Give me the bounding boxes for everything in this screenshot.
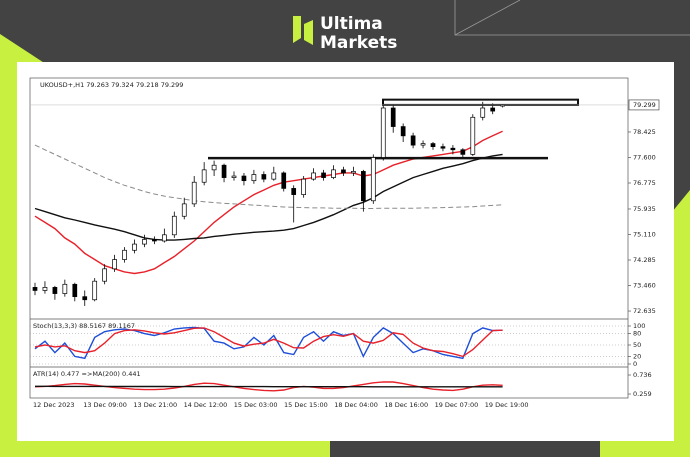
- candle-body: [221, 164, 227, 178]
- candle-body: [231, 175, 237, 178]
- candle-body: [370, 157, 376, 202]
- candle-body: [361, 171, 366, 202]
- candle-body: [171, 215, 177, 236]
- y-tick-label: 78.425: [633, 128, 656, 136]
- y-tick-label: 0.736: [633, 371, 652, 379]
- logo-icon: [293, 16, 301, 43]
- candle-body: [311, 172, 316, 180]
- y-tick-label: 75.935: [633, 205, 656, 213]
- y-tick-label: 0.259: [633, 390, 652, 398]
- candle-body: [181, 203, 187, 217]
- candle-body: [72, 283, 78, 298]
- candle-body: [62, 283, 68, 294]
- candle-body: [191, 181, 197, 205]
- last-price-box: [628, 99, 660, 111]
- candle-body: [460, 149, 466, 155]
- candle-body: [211, 164, 217, 171]
- candle-body: [291, 188, 297, 195]
- candle-body: [52, 287, 58, 294]
- x-tick-label: 19 Dec 07:00: [435, 401, 479, 409]
- candle-body: [480, 107, 486, 118]
- candle-body: [490, 107, 496, 112]
- plot: 78.425 77.600 76.775 75.935 75.110 74.285 73.4…: [30, 98, 660, 409]
- candle-body: [201, 169, 207, 183]
- candle-body: [331, 169, 336, 178]
- last-price-label: 79.299: [633, 101, 656, 109]
- indicator-line: [34, 327, 503, 358]
- candle-body: [162, 234, 167, 242]
- atr-header: ATR(14) 0.477 =>MA(200) 0.441: [33, 370, 141, 378]
- candle-body: [380, 107, 386, 158]
- y-tick-label: 74.285: [633, 256, 656, 264]
- brand-text: Markets: [320, 33, 397, 53]
- candle-body: [132, 243, 137, 251]
- y-tick-label: 50: [633, 341, 641, 349]
- candle-body: [261, 174, 267, 180]
- stoch-header: Stoch(13,3,3) 88.5167 89.1167: [33, 322, 135, 330]
- candle-body: [420, 143, 426, 146]
- candle-body: [440, 146, 446, 149]
- candle-body: [92, 280, 98, 301]
- candle-body: [122, 249, 127, 260]
- logo: Ultima Markets: [293, 14, 397, 53]
- symbol-header: UKOUSD+,H1 79.263 79.324 79.218 79.299: [40, 81, 183, 89]
- candle-body: [241, 175, 247, 182]
- candle-body: [390, 107, 396, 127]
- candle-body: [42, 287, 48, 291]
- y-tick-label: 77.600: [633, 153, 656, 161]
- moving-average: [34, 144, 503, 209]
- y-tick-label: 100: [633, 322, 645, 330]
- x-tick-label: 19 Dec 19:00: [485, 401, 529, 409]
- candle-body: [430, 143, 436, 148]
- moving-average: [34, 153, 503, 241]
- x-tick-label: 15 Dec 03:00: [234, 401, 278, 409]
- candle-body: [32, 287, 38, 291]
- candle-body: [450, 147, 456, 151]
- chart-frame: [29, 77, 629, 399]
- deco-line: [454, 0, 521, 36]
- x-tick-label: 13 Dec 09:00: [83, 401, 127, 409]
- candle-body: [470, 116, 476, 155]
- candle-body: [271, 172, 277, 180]
- y-tick-label: 75.110: [633, 230, 656, 238]
- y-tick-label: 76.775: [633, 179, 656, 187]
- x-tick-label: 15 Dec 15:00: [284, 401, 328, 409]
- candle-body: [112, 259, 117, 270]
- y-tick-label: 72.635: [633, 307, 656, 315]
- candle-body: [82, 296, 88, 301]
- candle-body: [351, 171, 356, 174]
- y-tick-label: 0: [633, 360, 637, 368]
- brand-text: Ultima: [320, 14, 383, 34]
- x-tick-label: 12 Dec 2023: [33, 401, 75, 409]
- candle-body: [142, 239, 147, 245]
- candle-body: [321, 172, 326, 178]
- x-tick-label: 14 Dec 12:00: [184, 401, 228, 409]
- candle-body: [251, 174, 257, 182]
- candle-body: [102, 268, 108, 282]
- candle-body: [341, 169, 346, 174]
- x-tick-label: 18 Dec 16:00: [384, 401, 428, 409]
- y-tick-label: 20: [633, 352, 641, 360]
- indicator-line: [35, 385, 503, 388]
- y-tick-label: 73.460: [633, 282, 656, 290]
- candle-body: [301, 178, 306, 195]
- x-tick-label: 18 Dec 04:00: [334, 401, 378, 409]
- candle-body: [400, 126, 406, 137]
- y-tick-label: 80: [633, 330, 641, 338]
- logo-icon: [304, 20, 313, 45]
- x-tick-label: 13 Dec 21:00: [133, 401, 177, 409]
- candle-body: [152, 239, 157, 242]
- indicator-line: [34, 381, 503, 392]
- candle-body: [281, 172, 287, 189]
- candle-body: [410, 135, 416, 146]
